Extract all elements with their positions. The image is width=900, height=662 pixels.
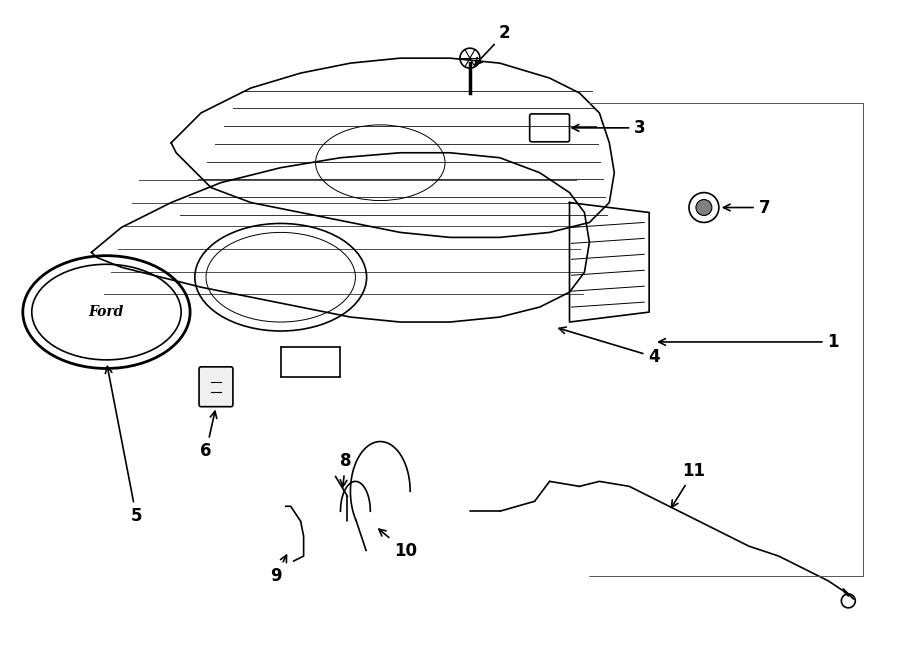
Text: 6: 6 <box>201 411 217 461</box>
FancyBboxPatch shape <box>199 367 233 406</box>
Text: 9: 9 <box>270 555 286 585</box>
Text: 2: 2 <box>475 24 510 65</box>
Circle shape <box>696 199 712 216</box>
Text: 11: 11 <box>671 463 706 507</box>
Text: Ford: Ford <box>89 305 124 319</box>
Text: 4: 4 <box>559 327 660 366</box>
Text: 3: 3 <box>572 119 646 137</box>
Circle shape <box>460 48 480 68</box>
Text: 1: 1 <box>659 333 839 351</box>
Circle shape <box>689 193 719 222</box>
Text: 5: 5 <box>105 367 142 525</box>
Text: 8: 8 <box>339 452 351 487</box>
Text: 7: 7 <box>724 199 770 216</box>
Text: 10: 10 <box>379 529 417 560</box>
